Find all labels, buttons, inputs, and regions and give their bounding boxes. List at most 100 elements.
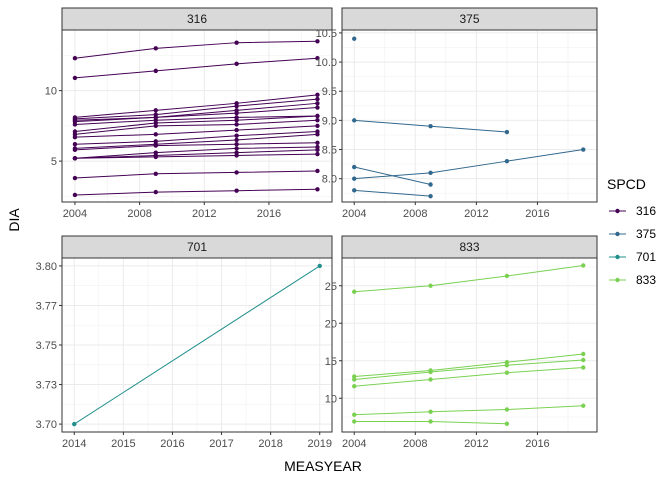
panel-border	[341, 29, 598, 203]
x-tick-label: 2012	[192, 208, 216, 220]
series-path	[74, 170, 318, 179]
data-point	[352, 384, 357, 389]
data-point	[352, 412, 357, 417]
data-point	[315, 101, 320, 106]
data-point	[428, 170, 433, 176]
data-point	[234, 188, 239, 193]
y-tick-label: 10.5	[316, 28, 337, 40]
series-line-2	[352, 118, 510, 135]
data-point	[504, 129, 510, 135]
series-path	[354, 265, 584, 293]
data-point	[581, 147, 586, 152]
series-path	[74, 102, 318, 121]
x-tick-label: 2008	[127, 208, 151, 220]
data-point	[234, 146, 239, 151]
y-tick-label: 3.80	[36, 261, 57, 273]
series-line-13	[72, 140, 320, 153]
data-point	[581, 263, 586, 268]
strip-label: 316	[187, 12, 207, 26]
y-tick-label: 10.0	[316, 57, 337, 69]
data-point	[72, 55, 78, 61]
x-tick-label: 2016	[525, 438, 549, 450]
legend-label: 316	[636, 204, 656, 218]
strip-label: 701	[187, 240, 207, 254]
data-point	[72, 141, 78, 147]
x-tick-label: 2014	[62, 438, 86, 450]
data-point	[504, 273, 510, 279]
data-point	[72, 147, 78, 153]
x-tick-label: 2018	[258, 438, 282, 450]
legend-key-point	[615, 231, 620, 237]
y-tick-label: 10	[325, 393, 337, 405]
legend-title: SPCD	[607, 176, 646, 192]
series-line-10	[72, 123, 320, 140]
data-point	[72, 175, 78, 181]
series-line-3	[352, 357, 586, 382]
data-point	[352, 176, 357, 181]
series-line-16	[72, 151, 320, 161]
series-line-1	[352, 36, 357, 41]
data-point	[153, 143, 158, 148]
y-tick-label: 8.5	[322, 145, 337, 157]
data-point	[352, 289, 357, 294]
y-axis-title: DIA	[6, 208, 22, 232]
panel-border	[341, 257, 598, 433]
data-point	[504, 370, 510, 375]
data-point	[315, 132, 320, 137]
gridlines	[342, 30, 597, 202]
y-tick-label: 9.5	[322, 86, 337, 98]
x-tick-label: 2016	[160, 438, 184, 450]
data-point	[234, 153, 239, 158]
x-axis-title: MEASYEAR	[284, 458, 362, 474]
data-point	[72, 75, 78, 81]
panel-833: 833 2004 2008 2012 2016 10 15 20 25	[325, 235, 598, 450]
series-path	[74, 146, 318, 159]
series-path	[354, 189, 431, 197]
series-path	[74, 107, 318, 123]
data-point	[317, 263, 322, 269]
panel-border	[61, 29, 333, 203]
series-path	[74, 133, 318, 149]
data-point	[428, 193, 433, 199]
data-point	[234, 110, 239, 116]
data-point	[315, 113, 320, 119]
data-point	[428, 283, 433, 288]
data-point	[234, 127, 239, 133]
legend-item-833: 833	[609, 273, 656, 287]
series-path	[74, 142, 318, 151]
panel-background	[342, 258, 597, 432]
x-tick-label: 2012	[464, 438, 488, 450]
data-point	[153, 46, 158, 51]
y-tick-label: 3.73	[36, 380, 57, 392]
series-path	[74, 57, 318, 79]
data-point	[352, 118, 357, 123]
series-path	[74, 94, 318, 118]
series-line-1	[72, 263, 322, 427]
x-tick-label: 2019	[307, 438, 331, 450]
series-line-1	[352, 263, 586, 294]
legend-key-point	[615, 208, 620, 214]
series-path	[74, 40, 318, 59]
legend-item-701: 701	[609, 250, 656, 264]
series-path	[74, 115, 318, 133]
data-point	[581, 351, 586, 357]
data-point	[72, 421, 77, 427]
series-path	[354, 149, 584, 180]
series-path	[354, 367, 584, 387]
data-point	[234, 118, 239, 123]
x-tick-label: 2016	[257, 208, 281, 220]
legend-label: 833	[636, 273, 656, 287]
series-line-2	[72, 55, 320, 81]
panel-701: 701 2014 2015 2016 2017 2018 2019 3.70 3.73 3.75 3…	[36, 235, 333, 450]
legend-label: 701	[636, 250, 656, 264]
series-line-17	[72, 168, 320, 181]
data-point	[72, 134, 78, 140]
y-tick-label: 3.77	[36, 300, 57, 312]
data-point	[315, 118, 320, 123]
data-point	[504, 363, 510, 368]
series-path	[74, 265, 320, 425]
x-tick-label: 2016	[525, 208, 549, 220]
strip-label: 375	[459, 12, 479, 26]
